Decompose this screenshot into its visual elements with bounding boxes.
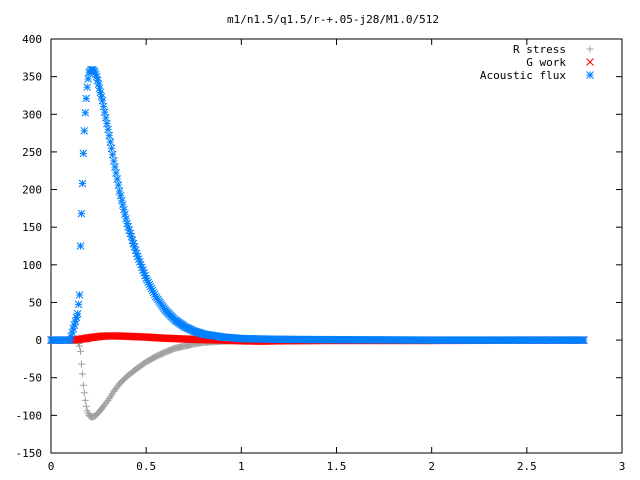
star-point: [118, 201, 127, 209]
y-tick-label: 0: [35, 334, 42, 347]
star-point: [121, 210, 129, 219]
legend-label: R stress: [513, 43, 566, 56]
y-tick-label: 100: [22, 259, 42, 272]
y-tick-label: 350: [22, 71, 42, 84]
x-axis: 0 0.5 1 1.5 2 2.5 3: [48, 39, 626, 473]
star-point: [114, 181, 123, 189]
star-point: [74, 300, 83, 309]
star-point: [73, 309, 82, 318]
star-point: [104, 125, 112, 134]
star-point: [107, 144, 116, 153]
star-point: [80, 126, 89, 135]
star-point: [75, 291, 84, 299]
star-point: [117, 196, 126, 205]
y-tick-label: 150: [22, 221, 42, 234]
x-tick-label: 3: [619, 460, 626, 473]
star-point: [106, 138, 115, 146]
star-point: [105, 131, 114, 140]
star-point: [120, 205, 128, 214]
plus-point: [78, 370, 86, 378]
star-point: [81, 108, 90, 117]
star-point: [76, 242, 85, 250]
y-tick-label: 200: [22, 184, 42, 197]
plus-point: [76, 342, 84, 350]
star-point: [113, 175, 122, 183]
plus-point: [80, 389, 88, 397]
y-axis: 400 350 300 250 200 150 100 50 0 -50 -100 -150: [16, 33, 622, 460]
x-tick-label: 2: [428, 460, 435, 473]
star-point: [82, 94, 91, 103]
x-tick-label: 0: [48, 460, 55, 473]
x-tick-label: 1: [238, 460, 245, 473]
star-point: [112, 169, 120, 177]
star-point: [66, 336, 74, 344]
y-tick-label: -150: [16, 447, 43, 460]
y-tick-label: 300: [22, 108, 42, 121]
legend-label: G work: [526, 56, 566, 69]
plus-point: [104, 396, 112, 404]
x-tick-label: 1.5: [327, 460, 347, 473]
y-tick-label: -50: [22, 372, 42, 385]
star-point: [79, 149, 88, 158]
star-point: [109, 157, 118, 165]
star-point: [122, 214, 130, 223]
star-point: [77, 209, 86, 218]
x-tick-label: 2.5: [517, 460, 537, 473]
series-layer: [47, 66, 588, 421]
y-tick-label: 400: [22, 33, 42, 46]
series-r-stress: [47, 336, 588, 421]
plus-point: [105, 395, 113, 403]
y-tick-label: -100: [16, 409, 43, 422]
plus-point: [81, 396, 89, 404]
plus-point: [77, 360, 85, 368]
plus-point: [79, 381, 87, 389]
legend-label: Acoustic flux: [480, 69, 566, 82]
star-point: [108, 150, 117, 159]
legend-marker-star: [586, 71, 594, 79]
star-point: [116, 191, 125, 200]
star-point: [115, 187, 124, 195]
y-tick-label: 250: [22, 146, 42, 159]
plus-point: [106, 393, 114, 401]
y-tick-label: 50: [29, 296, 42, 309]
star-point: [580, 336, 588, 344]
chart-title: m1/n1.5/q1.5/r-+.05-j28/M1.0/512: [227, 13, 439, 26]
star-point: [111, 163, 119, 171]
star-point: [94, 80, 103, 89]
plus-point: [77, 347, 85, 355]
star-point: [83, 83, 92, 92]
plus-point: [82, 402, 90, 410]
plus-point: [108, 391, 116, 399]
legend-marker-plus: [586, 45, 594, 53]
star-point: [78, 179, 87, 188]
legend-marker-cross: [586, 58, 594, 66]
series-acoustic-flux: [47, 66, 588, 344]
x-tick-label: 0.5: [136, 460, 156, 473]
